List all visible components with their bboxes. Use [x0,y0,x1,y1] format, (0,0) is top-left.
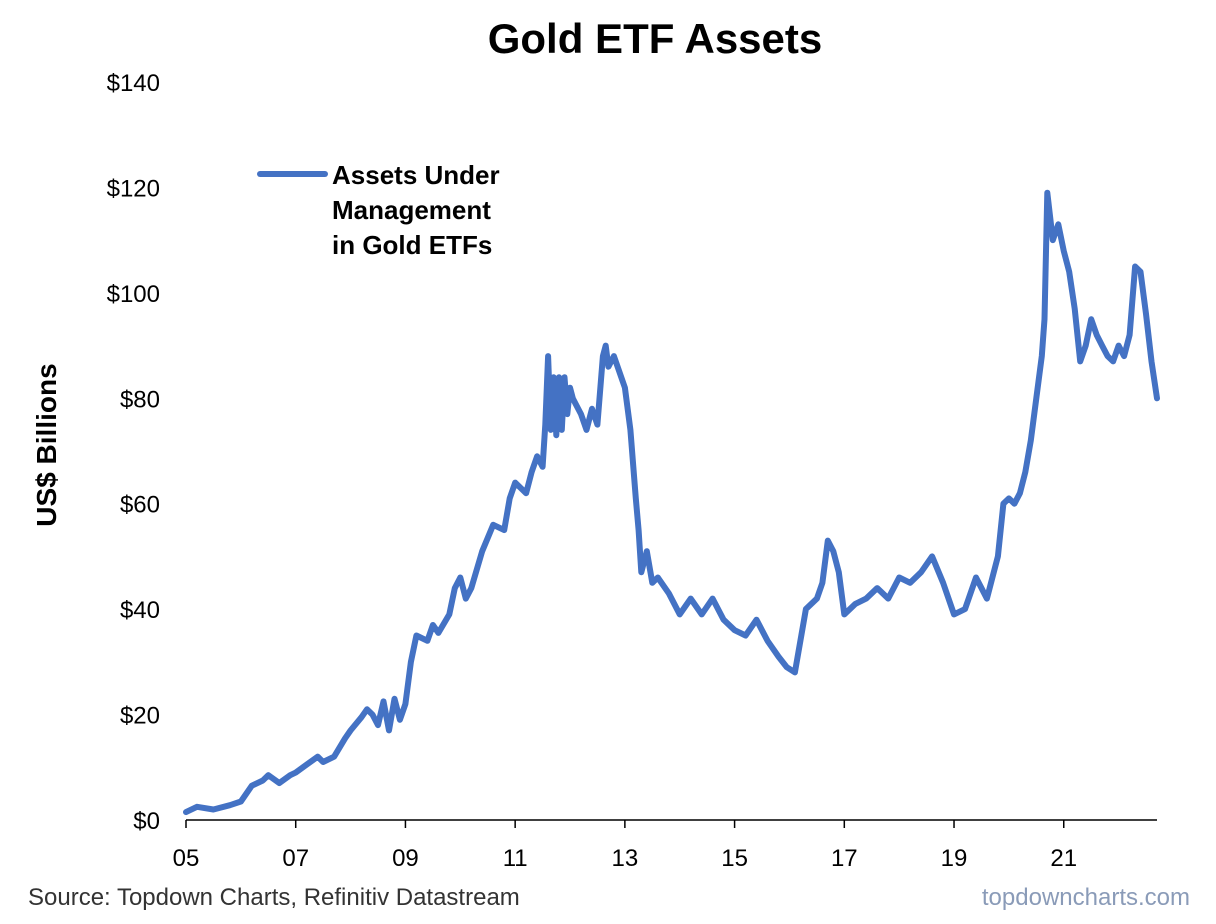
x-tick-label: 09 [392,845,419,872]
x-tick-marks [185,820,1065,828]
x-tick-label: 17 [831,845,858,872]
series-line-0 [183,189,1160,816]
y-tick-label: $80 [120,386,160,413]
y-tick-label: $100 [107,281,160,308]
x-tick-label: 21 [1050,845,1077,872]
y-tick-label: $60 [120,492,160,519]
y-tick-label: $20 [120,703,160,730]
x-tick-labels: 05 07 09 11 13 15 17 19 21 [173,845,1077,872]
y-tick-label: $40 [120,597,160,624]
brand-watermark: topdowncharts.com [982,884,1190,911]
y-axis-label: US$ Billions [31,363,62,526]
x-tick-label: 11 [503,845,528,872]
x-tick-label: 05 [173,845,200,872]
series-layer [183,189,1160,816]
legend-label-line-1: Assets Under [332,160,500,190]
y-tick-label: $140 [107,70,160,97]
x-tick-label: 13 [612,845,639,872]
y-tick-labels: $0 $20 $40 $60 $80 $100 $120 $140 [107,70,160,835]
legend-label-line-2: Management [332,195,491,225]
x-tick-label: 07 [282,845,309,872]
x-tick-label: 15 [721,845,748,872]
source-note: Source: Topdown Charts, Refinitiv Datast… [28,884,520,911]
y-tick-label: $0 [133,808,160,835]
legend-label-line-3: in Gold ETFs [332,230,492,260]
x-tick-label: 19 [941,845,968,872]
y-tick-label: $120 [107,175,160,202]
legend: Assets Under Management in Gold ETFs [257,160,500,260]
chart-title: Gold ETF Assets [488,15,823,62]
